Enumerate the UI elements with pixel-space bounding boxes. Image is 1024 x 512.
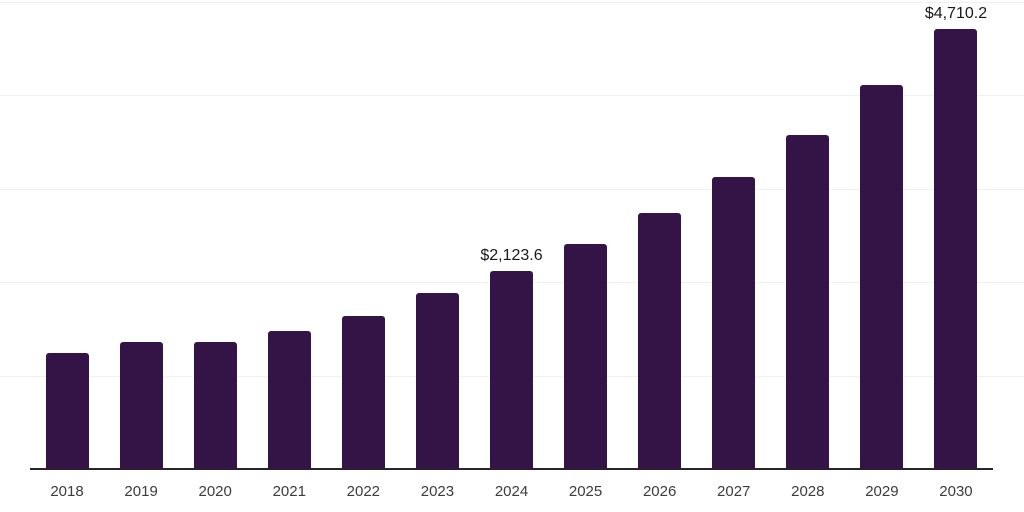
bar-2030 bbox=[934, 29, 978, 469]
bar-2027 bbox=[712, 176, 756, 469]
x-axis-label-2023: 2023 bbox=[420, 483, 455, 500]
bar-2021 bbox=[267, 330, 311, 469]
gridline bbox=[0, 95, 1024, 97]
x-axis-label-2024: 2024 bbox=[494, 483, 529, 500]
x-axis-label-2022: 2022 bbox=[346, 483, 381, 500]
bar-2018 bbox=[45, 353, 89, 469]
bar-2028 bbox=[786, 134, 830, 469]
x-axis-label-2029: 2029 bbox=[865, 483, 899, 500]
x-axis-label-2027: 2027 bbox=[717, 483, 751, 500]
bar-2022 bbox=[341, 315, 385, 469]
bar-2026 bbox=[638, 213, 682, 469]
bar-2023 bbox=[415, 293, 459, 469]
bar-2024 bbox=[490, 270, 533, 469]
bar-value-label-2030: $4,710.2 bbox=[924, 5, 988, 23]
gridline bbox=[0, 188, 1024, 190]
x-axis-label-2021: 2021 bbox=[272, 483, 306, 500]
bar-2019 bbox=[119, 341, 163, 469]
x-axis-label-2018: 2018 bbox=[50, 483, 84, 500]
bar-2025 bbox=[564, 243, 608, 469]
x-axis-label-2025: 2025 bbox=[568, 483, 603, 500]
bar-2029 bbox=[860, 85, 904, 469]
gridline bbox=[0, 2, 1024, 3]
x-axis-label-2028: 2028 bbox=[791, 483, 825, 500]
bar-value-label-2024: $2,123.6 bbox=[480, 246, 543, 264]
x-axis-label-2020: 2020 bbox=[198, 483, 232, 500]
x-axis-label-2030: 2030 bbox=[939, 483, 973, 500]
x-axis-line bbox=[30, 468, 993, 470]
bar-2020 bbox=[193, 342, 237, 469]
x-axis-label-2026: 2026 bbox=[642, 483, 677, 500]
x-axis-label-2019: 2019 bbox=[124, 483, 158, 500]
